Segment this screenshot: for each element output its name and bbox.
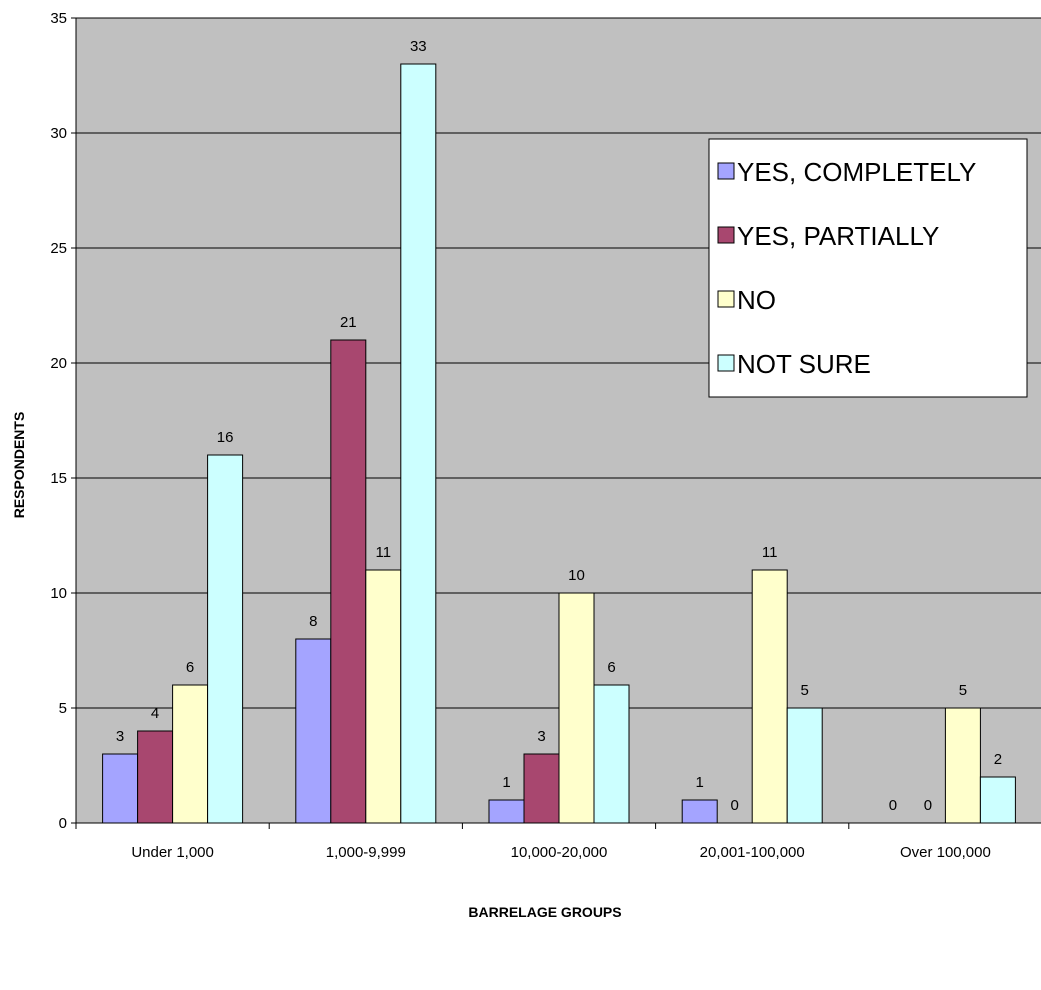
data-label: 11 xyxy=(762,544,778,561)
data-label: 11 xyxy=(376,544,392,561)
y-tick-label: 25 xyxy=(50,240,67,257)
data-label: 1 xyxy=(696,774,704,791)
data-label: 6 xyxy=(607,659,615,676)
data-label: 0 xyxy=(731,797,739,814)
data-label: 16 xyxy=(217,429,234,446)
bar xyxy=(330,339,367,824)
legend-box xyxy=(708,138,1028,398)
legend-label: NOT SURE xyxy=(737,349,871,379)
x-tick-label: 20,001-100,000 xyxy=(700,844,805,861)
legend-swatch xyxy=(717,226,735,244)
x-axis-title: BARRELAGE GROUPS xyxy=(468,904,621,920)
legend-swatch xyxy=(717,354,735,372)
bar xyxy=(102,753,139,824)
bar xyxy=(523,753,560,824)
x-tick-labels: Under 1,000 1,000-9,999 10,000-20,000 20,00… xyxy=(131,844,991,861)
data-label: 0 xyxy=(924,797,932,814)
data-label: 0 xyxy=(889,797,897,814)
bar xyxy=(172,684,209,824)
y-axis-title: RESPONDENTS xyxy=(11,412,27,519)
bar xyxy=(944,707,981,824)
data-label: 3 xyxy=(537,728,545,745)
bar xyxy=(681,799,718,824)
bar xyxy=(365,569,402,824)
data-label: 5 xyxy=(801,682,809,699)
legend-label: YES, COMPLETELY xyxy=(737,157,976,187)
legend-swatch xyxy=(717,162,735,180)
y-tick-label: 10 xyxy=(50,585,67,602)
y-tick-label: 30 xyxy=(50,125,67,142)
y-tick-labels: 0 5 10 15 20 25 30 35 xyxy=(50,10,67,832)
bar xyxy=(979,776,1016,824)
bar xyxy=(488,799,525,824)
legend: YES, COMPLETELY YES, PARTIALLY NO NOT SURE xyxy=(708,138,1028,398)
x-tick-label: Over 100,000 xyxy=(900,844,991,861)
data-label: 33 xyxy=(410,38,427,55)
bar xyxy=(400,63,437,824)
x-tick-label: Under 1,000 xyxy=(131,844,214,861)
bar xyxy=(751,569,788,824)
data-label: 10 xyxy=(568,567,585,584)
bar xyxy=(786,707,823,824)
data-label: 2 xyxy=(994,751,1002,768)
data-label: 8 xyxy=(309,613,317,630)
bar xyxy=(207,454,244,824)
data-label: 4 xyxy=(151,705,159,722)
data-label: 3 xyxy=(116,728,124,745)
legend-items: YES, COMPLETELY YES, PARTIALLY NO NOT SURE xyxy=(717,157,976,379)
x-tick-label: 10,000-20,000 xyxy=(511,844,608,861)
bar xyxy=(295,638,332,824)
y-tick-label: 5 xyxy=(59,700,67,717)
bar xyxy=(558,592,595,824)
data-label: 21 xyxy=(340,314,357,331)
bar xyxy=(137,730,174,824)
y-tick-label: 20 xyxy=(50,355,67,372)
axes-group xyxy=(71,17,1041,829)
y-tick-label: 0 xyxy=(59,815,67,832)
y-tick-label: 15 xyxy=(50,470,67,487)
legend-swatch xyxy=(717,290,735,308)
legend-label: NO xyxy=(737,285,776,315)
data-label: 5 xyxy=(959,682,967,699)
y-tick-label: 35 xyxy=(50,10,67,27)
data-label: 6 xyxy=(186,659,194,676)
data-label: 1 xyxy=(502,774,510,791)
x-tick-label: 1,000-9,999 xyxy=(326,844,406,861)
legend-label: YES, PARTIALLY xyxy=(737,221,939,251)
bar xyxy=(593,684,630,824)
